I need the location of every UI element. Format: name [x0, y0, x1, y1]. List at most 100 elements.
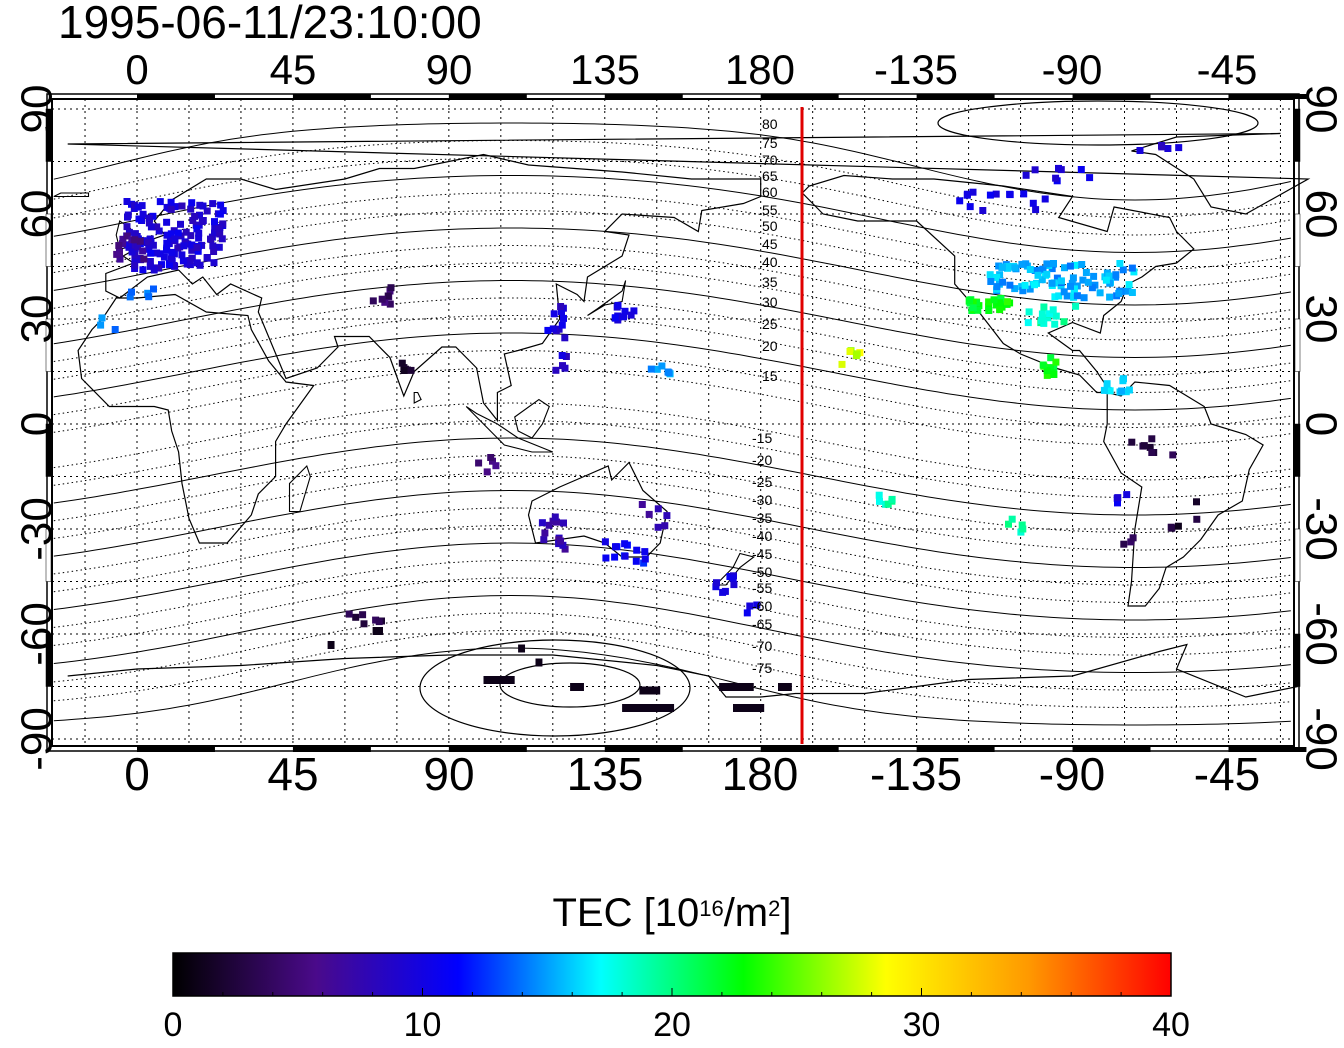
- tec-cell: [195, 234, 203, 242]
- top-lon-tick-label: 0: [125, 46, 148, 93]
- tec-cell: [1041, 195, 1049, 203]
- tec-cell: [375, 618, 383, 626]
- tec-cell: [719, 683, 754, 691]
- tec-cell: [1053, 274, 1061, 282]
- tec-cell: [570, 683, 584, 691]
- tec-cell: [1116, 260, 1124, 267]
- tec-cell: [165, 261, 173, 269]
- tec-cell: [1118, 387, 1126, 395]
- tec-cell: [611, 314, 619, 322]
- contour-label: 15: [762, 368, 778, 384]
- tec-cell: [139, 210, 147, 218]
- mag-pole-ring-inner: [499, 662, 641, 708]
- tec-cell: [386, 300, 394, 308]
- tec-cell: [209, 242, 217, 250]
- tec-cell: [999, 278, 1007, 286]
- tec-cell: [1167, 523, 1175, 531]
- contour-label: 65: [762, 168, 778, 184]
- tec-cell: [969, 298, 977, 306]
- tec-cell: [196, 261, 204, 269]
- tec-cell: [998, 263, 1006, 271]
- top-scale-bar: [448, 94, 527, 99]
- tec-cell: [384, 292, 392, 300]
- tec-cell: [641, 555, 649, 563]
- tec-cell: [846, 348, 854, 355]
- contour-label: -25: [752, 474, 772, 490]
- colorbar-tick-label: 0: [163, 1006, 183, 1044]
- tec-cell: [170, 262, 178, 269]
- right-scale-bar: [1294, 318, 1301, 372]
- bottom-scale-bar: [604, 747, 683, 752]
- tec-cell: [215, 243, 223, 251]
- tec-cell: [327, 641, 335, 649]
- tec-cell: [658, 362, 666, 370]
- tec-cell: [149, 241, 157, 249]
- tec-cell: [483, 468, 491, 476]
- tec-cell: [974, 306, 982, 314]
- tec-cell: [1051, 293, 1059, 301]
- tec-cell: [963, 190, 971, 198]
- contour-label: 45: [762, 236, 778, 252]
- tec-cell: [1169, 451, 1177, 459]
- tec-cell: [888, 495, 896, 503]
- tec-cell: [194, 247, 202, 255]
- tec-cell: [985, 303, 993, 311]
- tec-cell: [163, 203, 171, 211]
- tec-cell: [1114, 494, 1122, 502]
- tec-cell: [665, 369, 673, 377]
- tec-cell: [128, 288, 135, 296]
- tec-cell: [1006, 281, 1014, 289]
- tec-cell: [852, 352, 860, 360]
- tec-cell: [733, 704, 765, 712]
- tec-cell: [489, 457, 496, 465]
- tec-cell: [1106, 387, 1114, 395]
- tec-cell: [1158, 143, 1166, 151]
- colorbar-title: TEC [1016/m2]: [552, 891, 792, 935]
- tec-cell: [1019, 287, 1027, 295]
- tec-cell: [621, 307, 629, 315]
- tec-cell: [884, 500, 892, 508]
- tec-cell: [178, 202, 186, 210]
- top-scale-bar: [1072, 94, 1151, 99]
- tec-cell: [645, 510, 653, 518]
- tec-cell: [1129, 534, 1137, 542]
- tec-cell: [1100, 386, 1108, 394]
- tec-cell: [1078, 261, 1086, 268]
- left-scale-bar: [45, 318, 52, 372]
- tec-cell: [1086, 174, 1094, 182]
- tec-cell: [145, 293, 153, 301]
- tec-cell: [630, 307, 638, 315]
- contour-label: 30: [762, 294, 778, 310]
- contour-label: 40: [762, 254, 778, 270]
- mag-contour: [53, 175, 1291, 254]
- tec-cell: [1048, 279, 1056, 287]
- tec-cell: [475, 459, 483, 467]
- top-lon-tick-label: -45: [1197, 46, 1258, 93]
- tec-cell: [115, 242, 123, 250]
- tec-cell: [1029, 199, 1037, 207]
- tec-cell: [126, 293, 134, 301]
- tec-cell: [730, 581, 738, 589]
- top-lon-tick-label: -90: [1042, 46, 1103, 93]
- tec-cell: [182, 228, 190, 236]
- tec-cell: [559, 362, 566, 370]
- top-scale-bar: [1228, 94, 1307, 99]
- bottom-scale-bar: [1072, 747, 1151, 752]
- tec-cell: [985, 307, 993, 314]
- tec-cell: [1102, 276, 1110, 284]
- tec-cell: [661, 522, 669, 530]
- tec-cell: [1006, 190, 1014, 198]
- tec-cell: [1115, 289, 1123, 297]
- tec-cell: [1046, 310, 1054, 318]
- tec-cell: [620, 313, 627, 321]
- tec-cell: [398, 359, 406, 367]
- tec-cell: [551, 513, 559, 521]
- bottom-lon-tick-label: 0: [124, 748, 150, 800]
- tec-cell: [145, 245, 153, 253]
- tec-cell: [163, 239, 171, 247]
- tec-cell: [134, 243, 142, 251]
- top-lon-tick-label: 180: [725, 46, 795, 93]
- bottom-scale-bar: [1228, 747, 1307, 752]
- tec-cell: [558, 308, 565, 316]
- tec-cell: [1146, 443, 1154, 451]
